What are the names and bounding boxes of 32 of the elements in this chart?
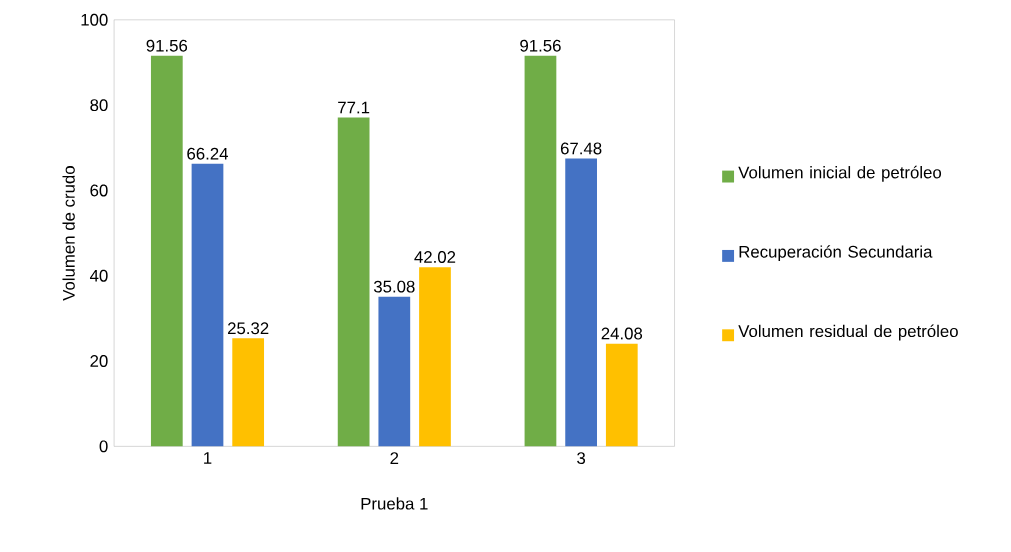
data-label: 42.02 [414, 251, 456, 264]
x-tick-label: 1 [204, 452, 212, 464]
bar [150, 56, 183, 447]
data-label: 67.48 [560, 142, 602, 155]
legend-label: Volumen residual de petróleo [738, 324, 958, 341]
data-label: 91.56 [520, 40, 561, 52]
data-label: 35.08 [373, 280, 415, 293]
y-tick-label: 40 [89, 270, 108, 282]
bar [565, 158, 597, 447]
bar [524, 56, 557, 447]
y-tick-label: 0 [99, 440, 108, 453]
data-label: 25.32 [227, 322, 269, 335]
data-label: 66.24 [187, 148, 229, 160]
y-tick-label: 100 [81, 14, 108, 27]
legend-label: Volumen inicial de petróleo [738, 166, 942, 182]
data-label: 91.56 [146, 40, 188, 52]
x-axis-title: Prueba 1 [361, 497, 428, 510]
data-label: 77.1 [338, 102, 370, 114]
y-axis-title: Volumen de crudo [62, 166, 75, 301]
data-label: 24.08 [601, 327, 643, 340]
x-tick-label: 3 [577, 452, 586, 465]
bar [419, 267, 451, 447]
bar [232, 338, 265, 447]
bar [605, 343, 638, 447]
y-tick-label: 20 [90, 355, 108, 368]
x-tick-label: 2 [390, 452, 399, 465]
bar [378, 296, 411, 447]
bar [191, 164, 224, 447]
legend-label: Recuperación Secundaria [739, 245, 933, 262]
y-tick-label: 60 [90, 184, 108, 197]
bar [337, 117, 370, 447]
y-tick-label: 80 [90, 99, 108, 112]
